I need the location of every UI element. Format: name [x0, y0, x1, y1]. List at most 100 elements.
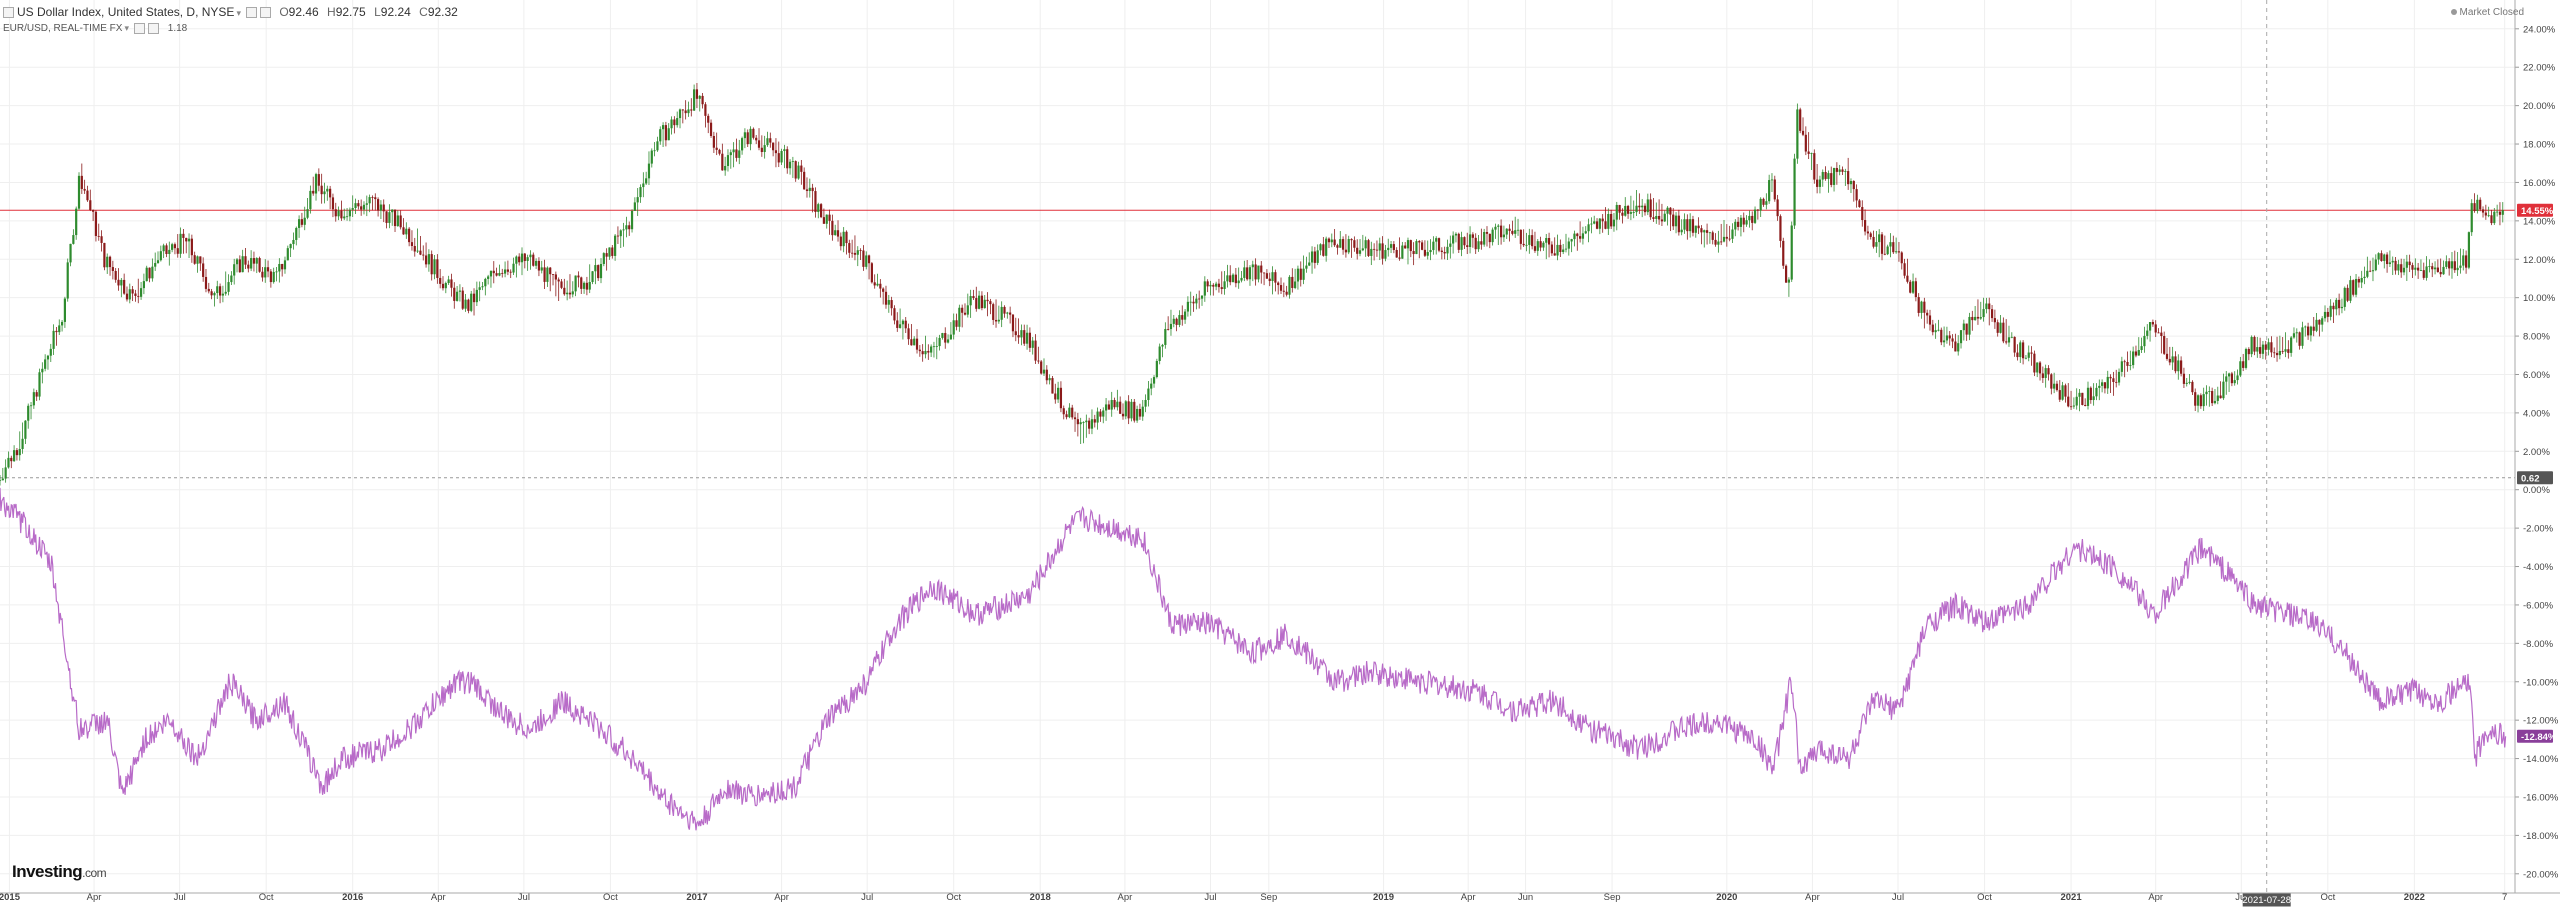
candle-body — [334, 209, 337, 217]
candle-body — [1178, 315, 1181, 325]
candle-body — [2106, 376, 2109, 389]
candle-body — [2002, 322, 2005, 342]
candle-body — [904, 320, 907, 329]
compare-value: 1.18 — [167, 23, 188, 35]
candle-body — [1818, 179, 1822, 187]
candle-body — [1079, 422, 1082, 425]
candle-body — [1028, 332, 1031, 348]
candle-body — [1446, 246, 1449, 254]
candle-body — [1937, 329, 1940, 331]
candle-body — [179, 233, 182, 254]
visibility-box-icon[interactable] — [245, 7, 257, 19]
candle-body — [1782, 240, 1785, 266]
candle-body — [1384, 250, 1387, 259]
candle-body — [673, 119, 676, 126]
candle-body — [983, 299, 986, 309]
candle-body — [2363, 276, 2366, 278]
candle-body — [1499, 225, 1503, 238]
candle-body — [458, 290, 462, 292]
status-dot-icon — [2450, 9, 2457, 16]
candle-body — [1629, 212, 1632, 214]
candle-body — [2456, 267, 2459, 271]
candle-body — [546, 267, 549, 282]
candle-body — [2092, 396, 2095, 401]
candle-body — [2419, 270, 2423, 271]
candle-body — [1454, 233, 1458, 236]
candle-body — [989, 301, 992, 305]
candle-body — [2036, 362, 2039, 373]
candle-body — [1099, 411, 1102, 417]
candle-body — [1251, 264, 1254, 268]
candle-body — [1799, 109, 1802, 131]
candle-body — [540, 267, 543, 271]
candle-body — [283, 260, 287, 270]
candle-body — [622, 229, 625, 231]
candle-body — [2230, 373, 2233, 384]
candle-body — [32, 392, 35, 406]
candle-body — [18, 448, 21, 456]
candle-body — [1722, 236, 1726, 242]
candle-body — [2391, 260, 2394, 263]
candle-body — [1305, 265, 1308, 269]
candle-body — [2038, 362, 2042, 374]
candle-body — [2380, 253, 2383, 262]
candle-body — [924, 350, 927, 355]
settings-box-icon[interactable] — [259, 7, 271, 19]
candle-body — [1911, 281, 1915, 293]
logo-suffix: .com — [82, 866, 107, 880]
x-tick-label: Oct — [603, 892, 618, 903]
candle-body — [1274, 272, 1277, 283]
chevron-down-icon[interactable]: ▾ — [124, 23, 129, 34]
x-tick-label: Apr — [774, 892, 789, 903]
candle-body — [1161, 344, 1164, 347]
candle-body — [235, 259, 239, 265]
candle-body — [653, 150, 656, 152]
x-tick-label: Sep — [1604, 892, 1621, 903]
candle-body — [207, 288, 210, 292]
candle-body — [1158, 346, 1161, 361]
candle-body — [2405, 261, 2408, 268]
chevron-down-icon[interactable]: ▾ — [236, 8, 241, 18]
candle-body — [1770, 179, 1774, 181]
candle-body — [1389, 244, 1393, 248]
candle-body — [676, 118, 679, 126]
candle-body — [1054, 393, 1057, 400]
candle-body — [1136, 408, 1139, 421]
candle-body — [1807, 151, 1810, 154]
candle-body — [788, 161, 792, 169]
candle-body — [608, 247, 611, 257]
candle-body — [2464, 255, 2468, 268]
candle-body — [1169, 323, 1173, 330]
candle-body — [966, 305, 969, 315]
candle-body — [729, 152, 732, 156]
candle-body — [2053, 383, 2056, 389]
candle-body — [746, 132, 749, 145]
candle-body — [882, 288, 885, 292]
candle-body — [1581, 233, 1585, 239]
settings-box-icon[interactable] — [3, 7, 14, 19]
candle-body — [2024, 357, 2028, 359]
candle-body — [368, 197, 371, 204]
candle-body — [1429, 250, 1432, 253]
candle-body — [408, 228, 411, 243]
candle-body — [630, 210, 634, 230]
candle-body — [202, 263, 205, 277]
candle-body — [1897, 251, 1901, 253]
settings-box-icon[interactable] — [148, 23, 159, 34]
candle-body — [2385, 254, 2389, 265]
candle-body — [1217, 283, 1221, 288]
candle-body — [503, 269, 507, 274]
candle-body — [2459, 265, 2462, 268]
candle-body — [1488, 233, 1491, 243]
candle-body — [1762, 198, 1765, 205]
candle-body — [1353, 240, 1356, 248]
candle-body — [659, 129, 662, 142]
y-tick-label: -6.00% — [2523, 600, 2554, 611]
candle-body — [2075, 396, 2078, 406]
candle-body — [2174, 356, 2177, 372]
visibility-box-icon[interactable] — [134, 23, 145, 34]
candle-body — [1265, 273, 1269, 279]
candle-body — [1497, 225, 1500, 227]
candle-body — [1672, 214, 1675, 227]
